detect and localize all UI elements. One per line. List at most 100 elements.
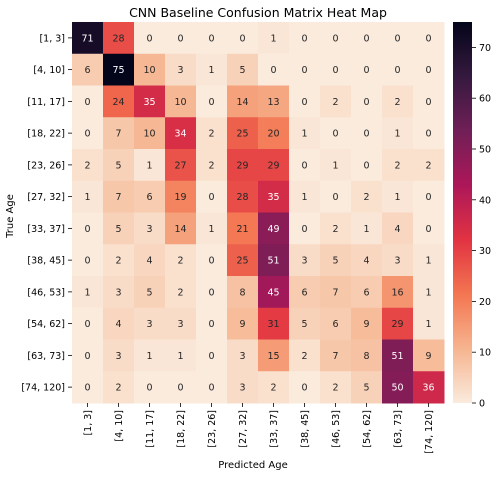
heatmap-cell xyxy=(72,53,104,86)
heatmap-cell xyxy=(382,117,414,150)
heatmap-cell xyxy=(413,244,445,277)
cell-value-label: 0 xyxy=(208,351,214,362)
heatmap-cell xyxy=(320,22,352,55)
heatmap-cell xyxy=(165,180,197,213)
heatmap-cell xyxy=(413,212,445,245)
heatmap-cell xyxy=(258,244,290,277)
heatmap-cell xyxy=(258,307,290,340)
heatmap-cell xyxy=(382,85,414,118)
cell-value-label: 5 xyxy=(115,224,121,235)
cell-value-label: 8 xyxy=(363,351,369,362)
heatmap-cell xyxy=(382,149,414,182)
cell-value-label: 0 xyxy=(84,351,90,362)
y-tick-label: [63, 73] xyxy=(27,351,65,362)
heatmap-cell xyxy=(351,244,383,277)
x-tick-label: [27, 32] xyxy=(238,410,249,448)
cell-value-label: 16 xyxy=(391,287,403,298)
cell-value-label: 1 xyxy=(363,224,369,235)
cell-value-label: 1 xyxy=(301,129,307,140)
heatmap-cell xyxy=(351,22,383,55)
heatmap-cell xyxy=(134,307,166,340)
heatmap-cell xyxy=(196,339,228,372)
heatmap-cell xyxy=(289,85,321,118)
cell-value-label: 0 xyxy=(84,224,90,235)
cell-value-label: 2 xyxy=(394,97,400,108)
colorbar xyxy=(453,22,472,403)
heatmap-cell xyxy=(165,117,197,150)
cell-value-label: 0 xyxy=(363,33,369,44)
heatmap-cell xyxy=(351,53,383,86)
cell-value-label: 24 xyxy=(112,97,124,108)
heatmap-cell xyxy=(103,85,135,118)
x-tick-label: [23, 26] xyxy=(207,410,218,448)
heatmap-cell xyxy=(227,212,259,245)
y-tick-label: [38, 45] xyxy=(27,256,65,267)
heatmap-cell xyxy=(72,149,104,182)
heatmap-cell xyxy=(320,212,352,245)
x-tick-label: [4, 10] xyxy=(114,410,125,442)
cell-value-label: 0 xyxy=(146,33,152,44)
cell-value-label: 0 xyxy=(208,256,214,267)
x-axis-label: Predicted Age xyxy=(218,460,287,471)
cell-value-label: 1 xyxy=(425,256,431,267)
heatmap-cell xyxy=(413,307,445,340)
cell-value-label: 75 xyxy=(112,65,124,76)
heatmap-cell xyxy=(72,85,104,118)
cell-value-label: 2 xyxy=(208,129,214,140)
heatmap-cell xyxy=(413,339,445,372)
chart-title: CNN Baseline Confusion Matrix Heat Map xyxy=(129,5,387,20)
cell-value-label: 28 xyxy=(112,33,124,44)
heatmap-cell xyxy=(351,117,383,150)
heatmap-cell xyxy=(134,22,166,55)
cell-value-label: 9 xyxy=(363,319,369,330)
heatmap-cell xyxy=(289,22,321,55)
cell-value-label: 3 xyxy=(177,319,183,330)
cell-value-label: 0 xyxy=(84,97,90,108)
heatmap-cell xyxy=(413,180,445,213)
cell-value-label: 6 xyxy=(332,319,338,330)
heatmap-cell xyxy=(382,339,414,372)
cell-value-label: 4 xyxy=(146,256,152,267)
heatmap-cell xyxy=(413,117,445,150)
cell-value-label: 1 xyxy=(84,287,90,298)
cell-value-label: 2 xyxy=(301,351,307,362)
heatmap-cell xyxy=(289,339,321,372)
heatmap-cell xyxy=(103,22,135,55)
heatmap-cell xyxy=(351,85,383,118)
heatmap-cell xyxy=(258,149,290,182)
x-tick-label: [74, 120] xyxy=(424,410,435,454)
heatmap-cell xyxy=(196,117,228,150)
cell-value-label: 2 xyxy=(177,256,183,267)
x-tick-label: [33, 37] xyxy=(269,410,280,448)
x-tick-label: [54, 62] xyxy=(362,410,373,448)
heatmap-cell xyxy=(227,244,259,277)
cell-value-label: 29 xyxy=(267,160,279,171)
cell-value-label: 0 xyxy=(208,97,214,108)
cell-value-label: 29 xyxy=(391,319,403,330)
heatmap-cell xyxy=(165,339,197,372)
cell-value-label: 0 xyxy=(301,160,307,171)
heatmap-cell xyxy=(103,53,135,86)
cell-value-label: 2 xyxy=(332,383,338,394)
cell-value-label: 25 xyxy=(236,256,248,267)
y-tick-label: [46, 53] xyxy=(27,287,65,298)
heatmap-cell xyxy=(227,371,259,404)
heatmap-cell xyxy=(134,149,166,182)
cell-value-label: 0 xyxy=(239,33,245,44)
heatmap-cell xyxy=(227,117,259,150)
x-tick-label: [63, 73] xyxy=(393,410,404,448)
cell-value-label: 1 xyxy=(146,351,152,362)
colorbar-tick-label: 70 xyxy=(479,43,491,54)
heatmap-cell xyxy=(351,371,383,404)
heatmap-cell xyxy=(165,53,197,86)
heatmap-cell xyxy=(289,371,321,404)
cell-value-label: 25 xyxy=(236,129,248,140)
heatmap-cell xyxy=(320,307,352,340)
cell-value-label: 0 xyxy=(363,97,369,108)
heatmap-cell xyxy=(103,339,135,372)
colorbar-tick-label: 40 xyxy=(479,195,491,206)
heatmap-cell xyxy=(320,276,352,309)
heatmap-cell xyxy=(351,339,383,372)
heatmap-cell xyxy=(289,212,321,245)
